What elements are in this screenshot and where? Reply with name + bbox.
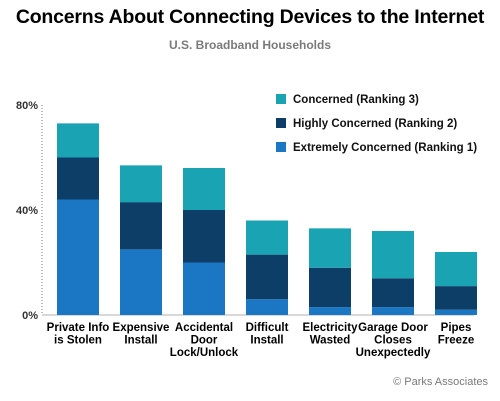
bar-segment xyxy=(120,165,162,203)
legend-label: Highly Concerned (Ranking 2) xyxy=(293,118,457,130)
bar-segment xyxy=(246,299,288,315)
legend-label: Concerned (Ranking 3) xyxy=(293,94,419,106)
bar-segment xyxy=(372,278,414,308)
bar-segment xyxy=(435,286,477,310)
x-tick-label: Private Info is Stolen xyxy=(47,322,110,347)
legend-swatch xyxy=(276,118,286,128)
bar-segment xyxy=(120,249,162,315)
legend: Concerned (Ranking 3) Highly Concerned (R… xyxy=(276,94,477,154)
bar-segment xyxy=(435,309,477,315)
y-tick-label: 0% xyxy=(22,310,38,322)
bar-segment xyxy=(183,168,225,210)
copyright-credit: © Parks Associates xyxy=(393,376,488,388)
bar-segment xyxy=(309,307,351,315)
x-tick-label: Electricity Wasted xyxy=(303,322,359,347)
x-tick-label: Garage Door Closes Unexpectedly xyxy=(356,322,431,359)
bar-segment xyxy=(309,267,351,308)
bar-segment xyxy=(309,228,351,268)
x-tick-label: Expensive Install xyxy=(113,322,170,347)
y-tick-label: 80% xyxy=(16,100,38,112)
legend-swatch xyxy=(276,142,286,152)
chart-subtitle: U.S. Broadband Households xyxy=(168,38,331,52)
bar-segment xyxy=(372,307,414,315)
bar-segment xyxy=(120,202,162,250)
chart-title: Concerns About Connecting Devices to the… xyxy=(15,6,485,28)
y-tick-label: 40% xyxy=(16,205,38,217)
legend-swatch xyxy=(276,94,286,104)
bar-segment xyxy=(246,254,288,300)
bar-segment xyxy=(246,220,288,255)
bar-segment xyxy=(183,210,225,263)
legend-label: Extremely Concerned (Ranking 1) xyxy=(293,142,477,154)
bar-segment xyxy=(57,157,99,200)
bar-segment xyxy=(435,252,477,287)
x-tick-label: Accidental Door Lock/Unlock xyxy=(170,322,239,359)
x-tick-label: Pipes Freeze xyxy=(438,322,474,347)
bar-segment xyxy=(183,262,225,315)
x-tick-label: Difficult Install xyxy=(246,322,289,347)
bar-segment xyxy=(372,231,414,279)
bar-segment xyxy=(57,199,99,315)
bar-segment xyxy=(57,123,99,158)
